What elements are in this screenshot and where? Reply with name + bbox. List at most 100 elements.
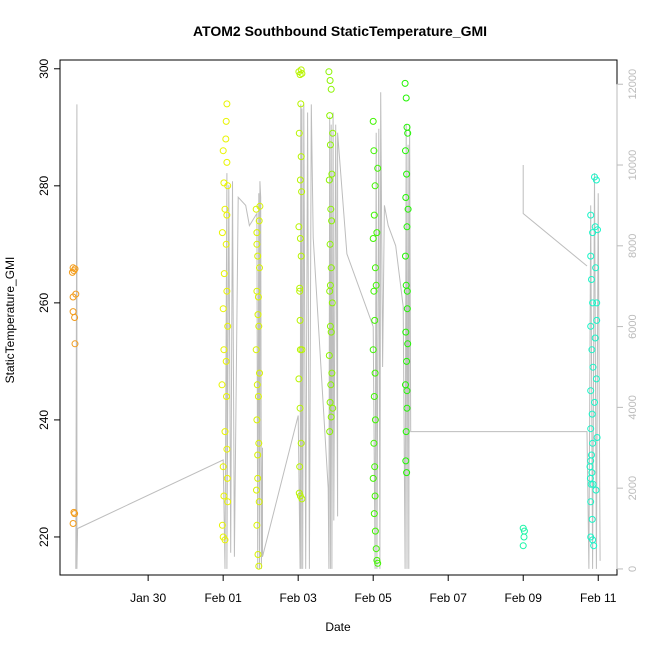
data-point (589, 439, 597, 447)
data-point (221, 428, 229, 436)
data-point (224, 498, 232, 506)
data-point (370, 393, 378, 400)
y-tick-label: 240 (37, 410, 51, 430)
data-point (71, 314, 79, 321)
data-point (593, 299, 601, 307)
data-point (220, 270, 228, 278)
data-point (297, 252, 305, 260)
secondary-y-tick-label: 10000 (627, 150, 639, 181)
data-point (255, 322, 263, 330)
data-point (587, 425, 595, 433)
data-point (327, 381, 335, 389)
data-point (255, 562, 263, 570)
data-point (369, 235, 377, 242)
data-point (370, 510, 378, 518)
data-point (297, 439, 305, 447)
data-point (223, 445, 231, 453)
data-point (71, 340, 79, 348)
data-point (71, 510, 79, 518)
data-point (296, 287, 304, 295)
data-point (253, 416, 261, 424)
data-point (255, 498, 263, 506)
data-point (373, 229, 381, 237)
data-point (586, 463, 594, 471)
data-point (370, 287, 378, 295)
series-0 (68, 264, 80, 527)
data-point (589, 363, 597, 371)
data-point (325, 352, 333, 359)
data-point (224, 182, 232, 190)
data-point (223, 211, 231, 219)
data-point (402, 457, 410, 465)
x-axis-label: Date (325, 620, 351, 634)
data-point (298, 188, 306, 196)
data-point (588, 515, 596, 523)
series-2 (252, 202, 264, 570)
data-point (327, 328, 335, 336)
data-point (253, 521, 261, 529)
data-point (328, 170, 336, 178)
data-point (327, 205, 335, 213)
data-point (326, 240, 334, 248)
data-point (374, 164, 382, 172)
data-point (519, 542, 527, 550)
series-5 (369, 117, 382, 567)
data-point (222, 357, 230, 365)
data-point (71, 265, 79, 273)
data-point (70, 267, 78, 275)
data-point (296, 176, 304, 184)
y-tick-label: 280 (37, 175, 51, 195)
data-point (254, 393, 262, 400)
data-point (404, 340, 412, 348)
data-point (587, 480, 595, 488)
data-point (326, 112, 334, 120)
data-point (218, 521, 226, 529)
data-point (254, 451, 262, 459)
data-point (297, 66, 305, 74)
data-point (325, 68, 333, 76)
data-point (403, 357, 411, 365)
data-point (402, 428, 410, 436)
data-point (403, 305, 411, 313)
x-tick-label: Feb 05 (355, 591, 393, 605)
data-point (253, 229, 261, 237)
data-point (369, 117, 377, 125)
data-point (69, 520, 77, 527)
data-point (326, 398, 334, 406)
data-point (253, 486, 260, 494)
data-point (254, 474, 262, 482)
data-point (255, 217, 263, 225)
secondary-y-tick-label: 2000 (627, 476, 639, 500)
data-point (402, 252, 409, 260)
data-point (298, 495, 306, 503)
series-3 (295, 66, 306, 503)
x-axis: Jan 30 Feb 01 Feb 03 Feb 05 Feb 07 Feb 09 Feb … (130, 574, 617, 605)
data-point (296, 284, 304, 292)
data-point (69, 308, 77, 316)
data-point (402, 147, 409, 155)
data-point (326, 141, 334, 149)
data-point (296, 463, 304, 471)
data-point (371, 416, 379, 424)
series-7 (519, 524, 528, 550)
data-point (224, 322, 232, 330)
data-point (403, 223, 411, 231)
series-6 (401, 79, 412, 477)
data-point (370, 439, 378, 447)
data-point (587, 211, 595, 219)
data-point (296, 316, 304, 324)
data-point (592, 375, 600, 383)
data-point (326, 281, 334, 289)
data-point (223, 287, 231, 295)
data-point (403, 469, 411, 477)
data-point (588, 276, 595, 283)
data-point (371, 492, 379, 500)
data-point (326, 428, 334, 436)
data-point (254, 551, 262, 558)
data-point (371, 527, 379, 535)
data-point (328, 369, 336, 377)
secondary-y-tick-label: 12000 (627, 69, 639, 100)
data-point (371, 369, 379, 377)
